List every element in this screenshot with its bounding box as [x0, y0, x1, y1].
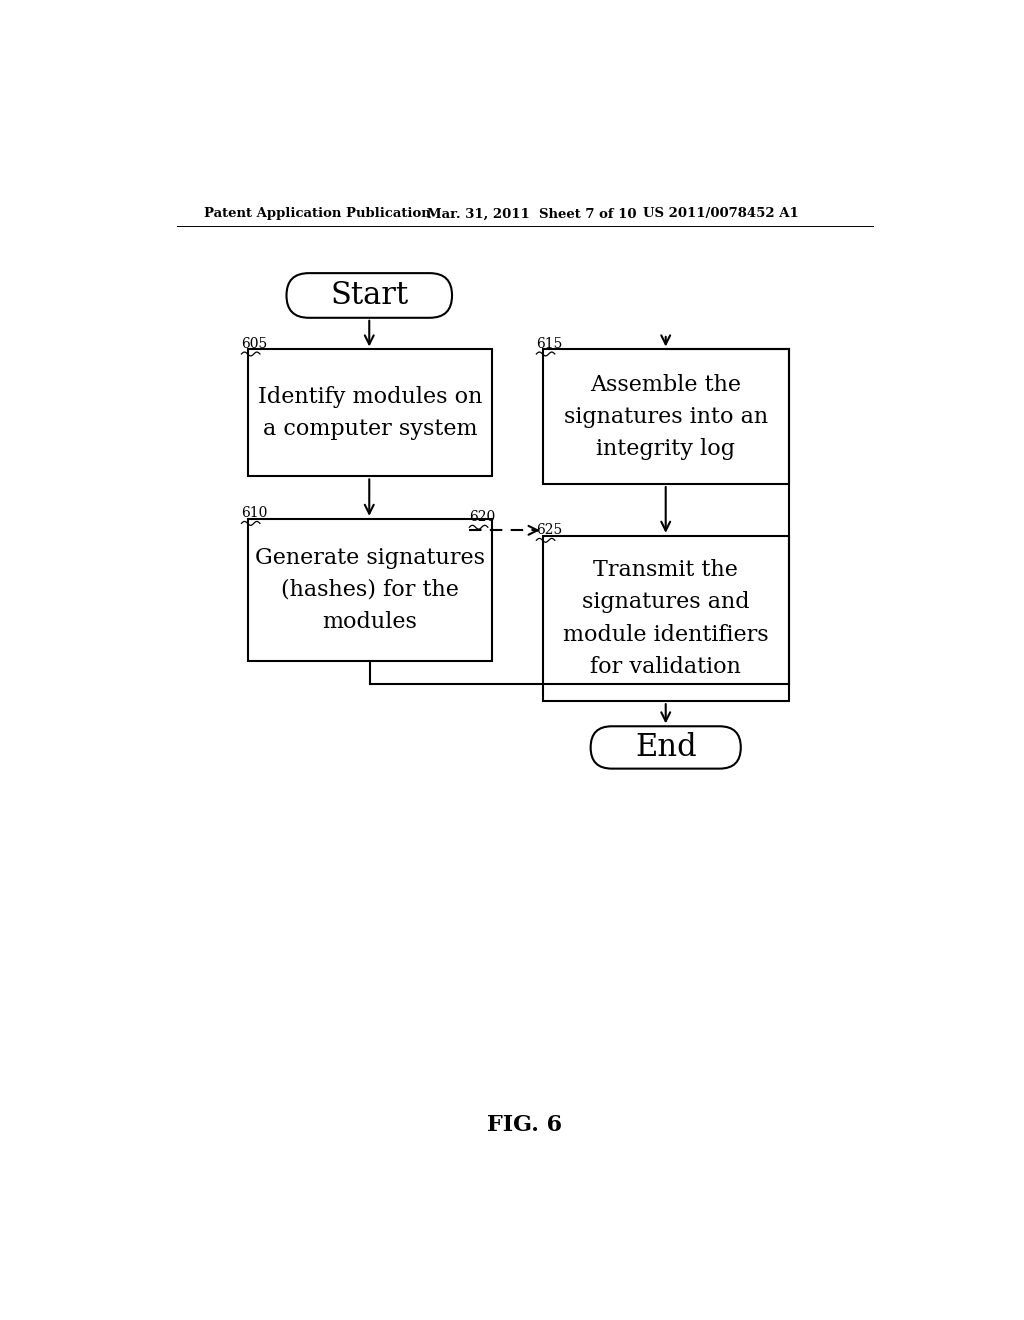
Text: FIG. 6: FIG. 6	[487, 1114, 562, 1135]
Text: US 2011/0078452 A1: US 2011/0078452 A1	[643, 207, 799, 220]
Text: Generate signatures
(hashes) for the
modules: Generate signatures (hashes) for the mod…	[255, 546, 485, 634]
Text: 615: 615	[537, 337, 563, 351]
Text: Patent Application Publication: Patent Application Publication	[204, 207, 430, 220]
FancyBboxPatch shape	[287, 273, 452, 318]
Text: Assemble the
signatures into an
integrity log: Assemble the signatures into an integrit…	[563, 374, 768, 459]
Text: Identify modules on
a computer system: Identify modules on a computer system	[258, 385, 482, 440]
Text: 610: 610	[242, 507, 268, 520]
Bar	[543, 536, 788, 701]
Bar	[543, 350, 788, 484]
Bar	[248, 350, 493, 477]
Text: Transmit the
signatures and
module identifiers
for validation: Transmit the signatures and module ident…	[563, 560, 769, 677]
Text: End: End	[635, 733, 696, 763]
FancyBboxPatch shape	[591, 726, 740, 768]
Text: 625: 625	[537, 523, 562, 537]
Text: 620: 620	[469, 510, 496, 524]
Text: 605: 605	[242, 337, 267, 351]
Bar	[248, 519, 493, 661]
Text: Mar. 31, 2011  Sheet 7 of 10: Mar. 31, 2011 Sheet 7 of 10	[427, 207, 637, 220]
Text: Start: Start	[330, 280, 409, 312]
